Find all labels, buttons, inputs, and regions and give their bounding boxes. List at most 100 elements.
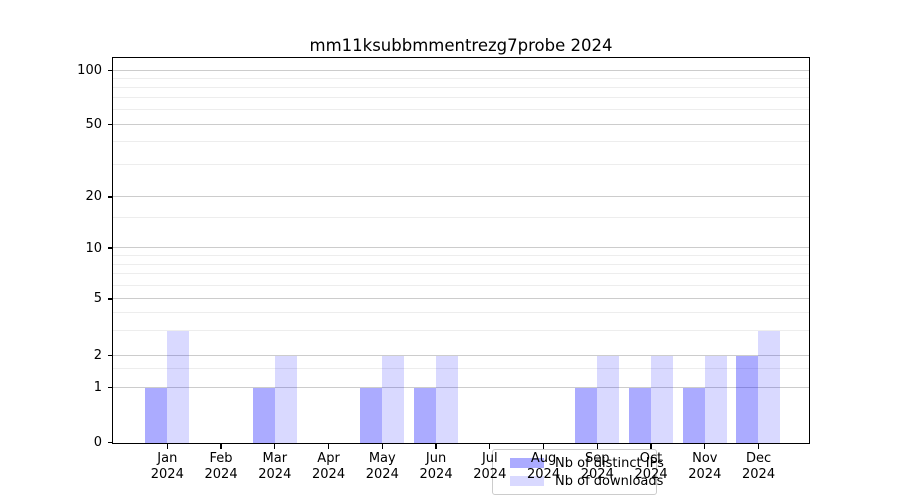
major-gridline	[113, 354, 809, 356]
x-tick-year: 2024	[688, 466, 722, 482]
major-gridline	[113, 196, 809, 198]
minor-gridline	[113, 217, 809, 219]
legend-row: Nb of distinct IPs	[510, 457, 664, 470]
legend-label: Nb of downloads	[555, 473, 664, 489]
bar-distinct-ips-oct	[628, 387, 651, 443]
x-tick-month: May	[368, 451, 396, 466]
x-tick-mark	[542, 444, 545, 449]
major-gridline	[113, 298, 809, 300]
x-tick-label-sep: Sep 2024	[565, 451, 629, 482]
y-tick-label: 10	[85, 240, 102, 256]
bar-downloads-may	[382, 355, 404, 443]
y-tick-label: 2	[93, 347, 102, 363]
legend-swatch-downloads	[510, 476, 544, 486]
x-tick-label-may: May 2024	[350, 451, 414, 482]
minor-gridline	[113, 164, 809, 166]
x-tick-month: Jul	[481, 451, 498, 466]
x-tick-year: 2024	[365, 466, 399, 482]
x-tick-mark	[274, 444, 276, 449]
major-gridline	[113, 69, 809, 71]
x-tick-mark	[757, 444, 760, 449]
minor-gridline	[113, 329, 809, 331]
x-tick-month: Oct	[639, 451, 663, 466]
x-tick-year: 2024	[258, 466, 292, 482]
legend-row: Nb of downloads	[510, 475, 663, 488]
y-tick-label: 5	[93, 291, 102, 307]
y-tick-mark	[108, 298, 114, 300]
bar-downloads-oct	[650, 355, 673, 443]
x-tick-year: 2024	[527, 466, 561, 482]
x-tick-mark	[650, 444, 652, 449]
x-tick-label-feb: Feb 2024	[189, 451, 253, 482]
x-tick-month: Jun	[425, 451, 447, 466]
x-tick-mark	[220, 444, 222, 449]
major-gridline	[113, 123, 809, 125]
chart-title: mm11ksubbmmentrezg7probe 2024	[309, 36, 613, 55]
x-tick-year: 2024	[634, 466, 668, 482]
x-tick-mark	[381, 444, 383, 449]
x-tick-year: 2024	[473, 466, 507, 482]
x-tick-mark	[435, 444, 437, 449]
x-tick-year: 2024	[580, 466, 614, 482]
x-tick-label-jun: Jun 2024	[404, 451, 468, 482]
x-tick-label-jan: Jan 2024	[135, 451, 199, 482]
y-tick-mark	[108, 69, 114, 72]
x-tick-label-dec: Dec 2024	[727, 451, 791, 482]
x-tick-mark	[166, 444, 168, 449]
plot-canvas	[113, 58, 809, 443]
y-tick-label: 50	[85, 116, 102, 132]
y-tick-label: 20	[85, 189, 102, 205]
bar-distinct-ips-mar	[252, 387, 275, 443]
major-gridline	[113, 247, 809, 249]
legend-swatch-distinct-ips	[510, 458, 544, 468]
x-tick-year: 2024	[742, 466, 776, 482]
y-tick-label: 0	[93, 435, 102, 451]
y-tick-mark	[108, 247, 114, 249]
minor-gridline	[113, 368, 809, 369]
minor-gridline	[113, 109, 809, 111]
bar-downloads-sep	[597, 355, 619, 443]
minor-gridline	[113, 97, 809, 99]
x-tick-month: Jan	[157, 451, 178, 466]
minor-gridline	[113, 77, 809, 79]
x-tick-mark	[596, 444, 598, 449]
x-tick-year: 2024	[150, 466, 184, 482]
y-tick-label: 1	[93, 380, 102, 396]
x-tick-month: Sep	[585, 451, 610, 466]
minor-gridline	[113, 141, 809, 143]
bar-distinct-ips-may	[360, 387, 382, 443]
bar-downloads-jun	[435, 355, 458, 443]
legend-label: Nb of distinct IPs	[555, 455, 664, 471]
x-tick-label-jul: Jul 2024	[458, 451, 522, 482]
bar-distinct-ips-sep	[575, 387, 597, 443]
plot-area: Nb of distinct IPs Nb of downloads	[112, 57, 810, 495]
y-tick-mark	[108, 387, 114, 389]
x-tick-year: 2024	[204, 466, 238, 482]
bar-distinct-ips-nov	[682, 387, 705, 443]
bar-downloads-mar	[274, 355, 297, 443]
x-tick-month: Dec	[745, 451, 772, 466]
x-tick-mark	[327, 444, 330, 449]
x-tick-year: 2024	[419, 466, 453, 482]
minor-gridline	[113, 87, 809, 89]
bar-downloads-dec	[758, 330, 781, 443]
x-tick-label-mar: Mar 2024	[243, 451, 307, 482]
x-tick-mark	[704, 444, 706, 449]
minor-gridline	[113, 254, 809, 256]
bar-distinct-ips-jun	[413, 387, 436, 443]
x-tick-month: Nov	[692, 451, 718, 466]
y-tick-mark	[108, 442, 114, 444]
x-tick-label-apr: Apr 2024	[297, 451, 361, 482]
bar-downloads-nov	[704, 355, 727, 443]
y-tick-mark	[108, 354, 114, 357]
x-tick-month: Feb	[209, 451, 233, 466]
legend: Nb of distinct IPs Nb of downloads	[492, 449, 664, 495]
minor-gridline	[113, 284, 809, 286]
x-tick-month: Aug	[530, 451, 557, 466]
bar-downloads-jan	[167, 330, 189, 443]
x-tick-month: Apr	[317, 451, 340, 466]
y-tick-mark	[108, 123, 114, 126]
major-gridline	[113, 386, 809, 388]
y-tick-mark	[108, 196, 114, 198]
